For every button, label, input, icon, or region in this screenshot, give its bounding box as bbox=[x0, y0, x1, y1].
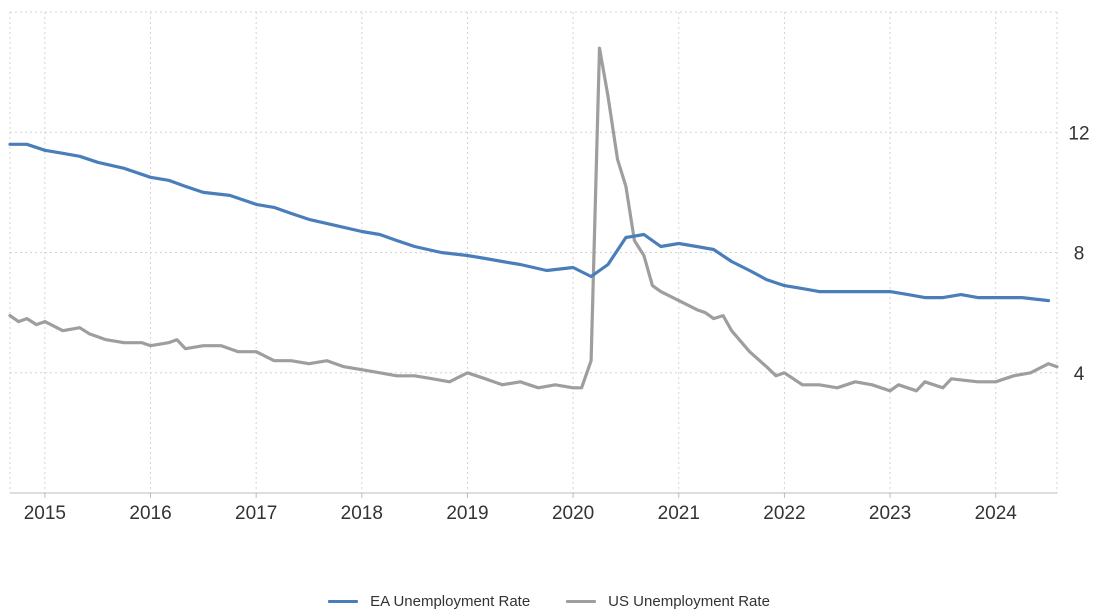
x-axis-tick-labels: 2015 2016 2017 2018 2019 2020 2021 2022 2023 2024 bbox=[24, 503, 1018, 524]
x-tick-label-2016: 2016 bbox=[129, 503, 171, 524]
y-axis-tick-labels: 4 8 12 bbox=[1068, 123, 1089, 385]
legend-swatch-ea bbox=[328, 599, 359, 603]
x-tick-label-2015: 2015 bbox=[24, 503, 66, 524]
y-tick-label-12: 12 bbox=[1068, 123, 1089, 144]
legend: EA Unemployment Rate US Unemployment Rat… bbox=[0, 590, 1098, 612]
x-tick-label-2021: 2021 bbox=[658, 503, 700, 524]
legend-label-ea: EA Unemployment Rate bbox=[370, 592, 531, 610]
y-tick-label-8: 8 bbox=[1074, 244, 1085, 265]
series-line-ea bbox=[8, 142, 1051, 303]
x-tick-label-2018: 2018 bbox=[341, 503, 383, 524]
legend-swatch-us bbox=[566, 599, 597, 603]
legend-item-ea[interactable]: EA Unemployment Rate bbox=[328, 593, 530, 610]
series-layer bbox=[8, 46, 1059, 393]
x-tick-label-2020: 2020 bbox=[552, 503, 594, 524]
legend-label-us: US Unemployment Rate bbox=[608, 592, 770, 610]
y-tick-label-4: 4 bbox=[1074, 364, 1085, 385]
y-gridlines bbox=[10, 11, 1057, 374]
legend-item-us[interactable]: US Unemployment Rate bbox=[566, 593, 770, 610]
series-line-us bbox=[8, 46, 1059, 393]
x-tick-label-2017: 2017 bbox=[235, 503, 277, 524]
line-chart: 2015 2016 2017 2018 2019 2020 2021 2022 2023 2024… bbox=[8, 11, 1090, 524]
x-gridlines bbox=[9, 12, 1058, 498]
x-tick-label-2023: 2023 bbox=[869, 503, 911, 524]
x-tick-label-2019: 2019 bbox=[446, 503, 488, 524]
x-tick-label-2022: 2022 bbox=[763, 503, 805, 524]
x-tick-label-2024: 2024 bbox=[975, 503, 1018, 524]
